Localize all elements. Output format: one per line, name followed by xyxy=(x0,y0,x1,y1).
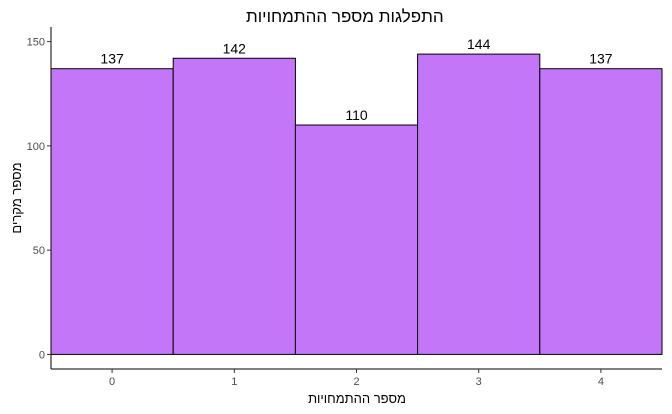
y-tick-label: 50 xyxy=(33,245,45,257)
data-label-1: 142 xyxy=(223,40,247,56)
x-axis-ticks: 0 1 2 3 4 xyxy=(109,369,604,388)
data-label-0: 137 xyxy=(100,51,124,67)
data-label-3: 144 xyxy=(467,36,491,52)
data-label-4: 137 xyxy=(589,51,613,67)
data-label-2: 110 xyxy=(345,107,368,123)
y-axis-title: מספר מקרים xyxy=(9,162,24,233)
bar-4 xyxy=(539,68,663,355)
bar-2 xyxy=(294,124,419,355)
x-tick-label: 0 xyxy=(109,376,115,388)
bar-0 xyxy=(50,68,174,355)
chart-title: התפלגות מספר ההתמחויות xyxy=(246,7,444,26)
bar-1 xyxy=(172,57,296,355)
x-tick-label: 3 xyxy=(476,376,482,388)
y-tick-label: 150 xyxy=(27,37,45,49)
x-axis-title: מספר ההתמחויות xyxy=(308,391,406,406)
bar-3 xyxy=(417,53,541,355)
x-tick-label: 4 xyxy=(598,376,604,388)
y-axis-ticks: 0 50 100 150 xyxy=(27,37,51,361)
x-tick-label: 1 xyxy=(231,376,237,388)
y-tick-label: 0 xyxy=(39,349,45,361)
x-tick-label: 2 xyxy=(353,376,359,388)
y-tick-label: 100 xyxy=(27,141,45,153)
plot-area: 137 142 110 144 137 xyxy=(50,36,663,355)
